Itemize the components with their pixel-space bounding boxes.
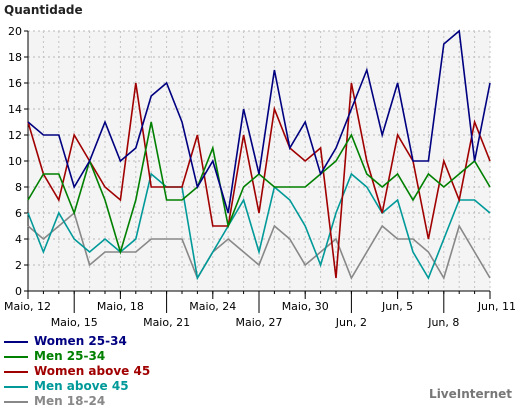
legend-swatch — [4, 370, 28, 373]
y-tick-label: 6 — [15, 207, 22, 220]
y-tick-label: 2 — [15, 259, 22, 272]
series-line-1 — [27, 29, 491, 214]
legend-label: Men 25-34 — [34, 349, 106, 363]
y-axis-label: Quantidade — [4, 3, 83, 17]
y-tick-label: 18 — [8, 51, 22, 64]
series-line-5 — [27, 211, 491, 280]
legend-swatch — [4, 385, 28, 388]
legend-label: Women above 45 — [34, 364, 151, 378]
y-tick-label: 12 — [8, 129, 22, 142]
y-tick-label: 20 — [8, 25, 22, 38]
legend-item: Women above 45 — [4, 364, 150, 379]
legend-item: Men above 45 — [4, 379, 150, 394]
x-tick-label: Jun, 11 — [477, 300, 516, 313]
legend-swatch — [4, 340, 28, 343]
x-tick-label: Maio, 12 — [4, 300, 51, 313]
legend-swatch — [4, 400, 28, 403]
credit-text: LiveInternet — [429, 387, 512, 401]
y-tick-label: 8 — [15, 181, 22, 194]
y-tick-label: 16 — [8, 77, 22, 90]
legend-item: Men 18-24 — [4, 394, 150, 409]
x-tick-label: Maio, 30 — [282, 300, 329, 313]
legend-item: Men 25-34 — [4, 349, 150, 364]
x-tick-label: Maio, 24 — [189, 300, 236, 313]
legend-swatch — [4, 355, 28, 358]
x-tick-label: Jun, 5 — [381, 300, 413, 313]
legend-label: Women 25-34 — [34, 334, 127, 348]
legend-label: Men 18-24 — [34, 394, 106, 408]
x-tick-label: Jun, 2 — [335, 316, 367, 329]
y-tick-label: 14 — [8, 103, 22, 116]
x-tick-label: Maio, 15 — [51, 316, 98, 329]
x-tick-label: Maio, 21 — [143, 316, 190, 329]
legend-item: Women 25-34 — [4, 334, 150, 349]
y-tick-label: 10 — [8, 155, 22, 168]
legend-label: Men above 45 — [34, 379, 129, 393]
legend: Women 25-34 Men 25-34 Women above 45 Men ab… — [4, 334, 150, 409]
x-tick-label: Jun, 8 — [427, 316, 459, 329]
y-tick-label: 4 — [15, 233, 22, 246]
series-line-4 — [27, 172, 491, 281]
y-tick-label: 0 — [15, 285, 22, 298]
x-tick-label: Maio, 27 — [235, 316, 282, 329]
x-tick-label: Maio, 18 — [97, 300, 144, 313]
